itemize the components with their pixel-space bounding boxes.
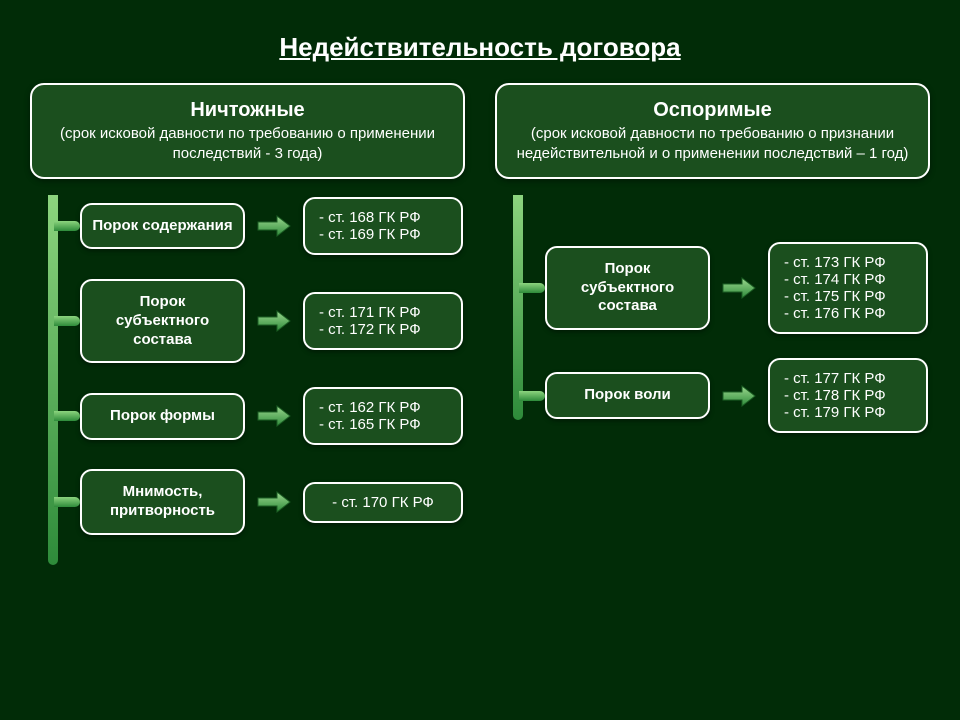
branch-connector	[519, 391, 545, 401]
law-item: ст. 177 ГК РФ	[784, 370, 912, 387]
branch-connector	[54, 411, 80, 421]
arrow-icon	[722, 276, 756, 300]
branch-connector	[54, 497, 80, 507]
law-box: ст. 168 ГК РФст. 169 ГК РФ	[303, 197, 463, 255]
left-header-sub: (срок исковой давности по требованию о п…	[50, 124, 445, 163]
left-row: Порок субъектного состава ст. 171 ГК РФс…	[80, 279, 465, 363]
right-header-title: Оспоримые	[515, 99, 910, 122]
law-item: ст. 169 ГК РФ	[319, 226, 447, 243]
law-item: ст. 174 ГК РФ	[784, 271, 912, 288]
left-header-title: Ничтожные	[50, 99, 445, 122]
law-box: ст. 162 ГК РФст. 165 ГК РФ	[303, 387, 463, 445]
left-row: Порок содержания ст. 168 ГК РФст. 169 ГК…	[80, 197, 465, 255]
arrow-icon	[257, 490, 291, 514]
left-tree: Порок содержания ст. 168 ГК РФст. 169 ГК…	[30, 197, 465, 535]
law-item: ст. 168 ГК РФ	[319, 209, 447, 226]
category-box: Порок субъектного состава	[80, 279, 245, 363]
right-header: Оспоримые (срок исковой давности по треб…	[495, 83, 930, 179]
branch-connector	[519, 283, 545, 293]
law-item: ст. 165 ГК РФ	[319, 416, 447, 433]
law-item: ст. 176 ГК РФ	[784, 305, 912, 322]
page-title: Недействительность договора	[0, 0, 960, 83]
law-box: ст. 171 ГК РФст. 172 ГК РФ	[303, 292, 463, 350]
law-item: ст. 179 ГК РФ	[784, 404, 912, 421]
category-box: Порок субъектного состава	[545, 246, 710, 330]
left-header: Ничтожные (срок исковой давности по треб…	[30, 83, 465, 179]
category-box: Мнимость, притворность	[80, 469, 245, 535]
category-box: Порок воли	[545, 372, 710, 419]
law-item: ст. 171 ГК РФ	[319, 304, 447, 321]
branch-connector	[54, 316, 80, 326]
col-right: Оспоримые (срок исковой давности по треб…	[495, 83, 930, 559]
left-row: Порок формы ст. 162 ГК РФст. 165 ГК РФ	[80, 387, 465, 445]
law-item: ст. 178 ГК РФ	[784, 387, 912, 404]
law-box: ст. 177 ГК РФст. 178 ГК РФст. 179 ГК РФ	[768, 358, 928, 433]
arrow-icon	[257, 404, 291, 428]
right-row: Порок воли ст. 177 ГК РФст. 178 ГК РФст.…	[545, 358, 930, 433]
left-trunk	[48, 195, 58, 565]
arrow-icon	[722, 384, 756, 408]
category-box: Порок содержания	[80, 203, 245, 250]
col-left: Ничтожные (срок исковой давности по треб…	[30, 83, 465, 559]
law-box: ст. 170 ГК РФ	[303, 482, 463, 523]
arrow-icon	[257, 214, 291, 238]
category-box: Порок формы	[80, 393, 245, 440]
law-item: ст. 170 ГК РФ	[319, 494, 447, 511]
right-header-sub: (срок исковой давности по требованию о п…	[515, 124, 910, 163]
law-item: ст. 175 ГК РФ	[784, 288, 912, 305]
columns: Ничтожные (срок исковой давности по треб…	[0, 83, 960, 559]
law-item: ст. 172 ГК РФ	[319, 321, 447, 338]
law-item: ст. 162 ГК РФ	[319, 399, 447, 416]
law-box: ст. 173 ГК РФст. 174 ГК РФст. 175 ГК РФс…	[768, 242, 928, 334]
right-tree: Порок субъектного состава ст. 173 ГК РФс…	[495, 197, 930, 433]
left-row: Мнимость, притворность ст. 170 ГК РФ	[80, 469, 465, 535]
right-row: Порок субъектного состава ст. 173 ГК РФс…	[545, 242, 930, 334]
arrow-icon	[257, 309, 291, 333]
branch-connector	[54, 221, 80, 231]
law-item: ст. 173 ГК РФ	[784, 254, 912, 271]
right-trunk	[513, 195, 523, 420]
